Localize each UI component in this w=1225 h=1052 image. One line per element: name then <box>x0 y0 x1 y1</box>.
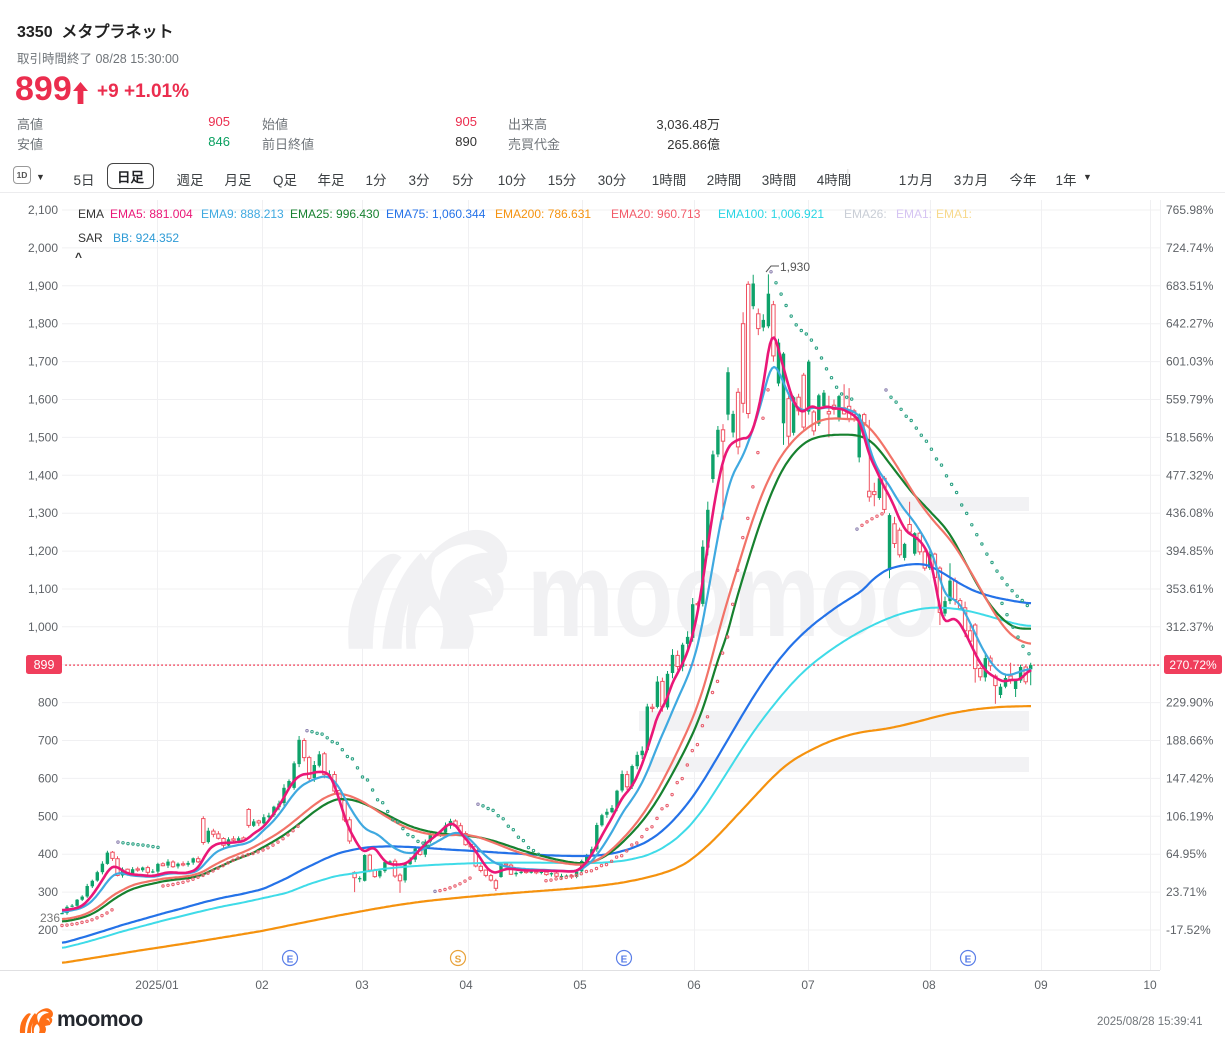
svg-text:724.74%: 724.74% <box>1166 241 1214 255</box>
svg-text:394.85%: 394.85% <box>1166 544 1214 558</box>
svg-text:270.72%: 270.72% <box>1169 658 1217 672</box>
svg-text:08: 08 <box>922 978 936 992</box>
svg-text:1,200: 1,200 <box>28 544 58 558</box>
svg-text:1,500: 1,500 <box>28 430 58 444</box>
svg-text:700: 700 <box>38 734 58 748</box>
svg-text:300: 300 <box>38 885 58 899</box>
svg-text:229.90%: 229.90% <box>1166 696 1214 710</box>
svg-text:200: 200 <box>38 923 58 937</box>
svg-text:10: 10 <box>1143 978 1157 992</box>
svg-text:236: 236 <box>40 911 60 925</box>
svg-text:1,930: 1,930 <box>780 260 810 274</box>
svg-text:600: 600 <box>38 771 58 785</box>
svg-text:601.03%: 601.03% <box>1166 355 1214 369</box>
svg-text:800: 800 <box>38 696 58 710</box>
svg-text:02: 02 <box>255 978 269 992</box>
svg-text:09: 09 <box>1034 978 1048 992</box>
svg-text:E: E <box>287 955 294 966</box>
svg-text:-17.52%: -17.52% <box>1166 923 1211 937</box>
svg-text:559.79%: 559.79% <box>1166 393 1214 407</box>
svg-text:188.66%: 188.66% <box>1166 734 1214 748</box>
svg-text:500: 500 <box>38 809 58 823</box>
svg-text:2025/01: 2025/01 <box>135 978 179 992</box>
svg-text:436.08%: 436.08% <box>1166 506 1214 520</box>
svg-text:1,700: 1,700 <box>28 355 58 369</box>
svg-text:07: 07 <box>801 978 815 992</box>
svg-text:477.32%: 477.32% <box>1166 468 1214 482</box>
svg-text:05: 05 <box>573 978 587 992</box>
svg-text:312.37%: 312.37% <box>1166 620 1214 634</box>
svg-text:23.71%: 23.71% <box>1166 885 1207 899</box>
svg-text:518.56%: 518.56% <box>1166 430 1214 444</box>
svg-text:64.95%: 64.95% <box>1166 847 1207 861</box>
svg-text:03: 03 <box>355 978 369 992</box>
svg-text:683.51%: 683.51% <box>1166 279 1214 293</box>
svg-text:1,400: 1,400 <box>28 468 58 482</box>
svg-text:106.19%: 106.19% <box>1166 809 1214 823</box>
svg-text:400: 400 <box>38 847 58 861</box>
svg-text:1,900: 1,900 <box>28 279 58 293</box>
svg-text:2,100: 2,100 <box>28 203 58 217</box>
svg-text:S: S <box>455 955 462 966</box>
svg-text:E: E <box>965 955 972 966</box>
svg-text:1,100: 1,100 <box>28 582 58 596</box>
svg-text:899: 899 <box>34 658 55 672</box>
svg-text:353.61%: 353.61% <box>1166 582 1214 596</box>
svg-text:04: 04 <box>459 978 473 992</box>
svg-text:765.98%: 765.98% <box>1166 203 1214 217</box>
svg-text:147.42%: 147.42% <box>1166 771 1214 785</box>
svg-text:642.27%: 642.27% <box>1166 317 1214 331</box>
svg-text:1,300: 1,300 <box>28 506 58 520</box>
svg-text:1,600: 1,600 <box>28 393 58 407</box>
svg-text:1,800: 1,800 <box>28 317 58 331</box>
svg-text:2,000: 2,000 <box>28 241 58 255</box>
svg-text:1,000: 1,000 <box>28 620 58 634</box>
svg-text:E: E <box>621 955 628 966</box>
svg-text:moomoo: moomoo <box>527 527 939 663</box>
svg-text:06: 06 <box>687 978 701 992</box>
